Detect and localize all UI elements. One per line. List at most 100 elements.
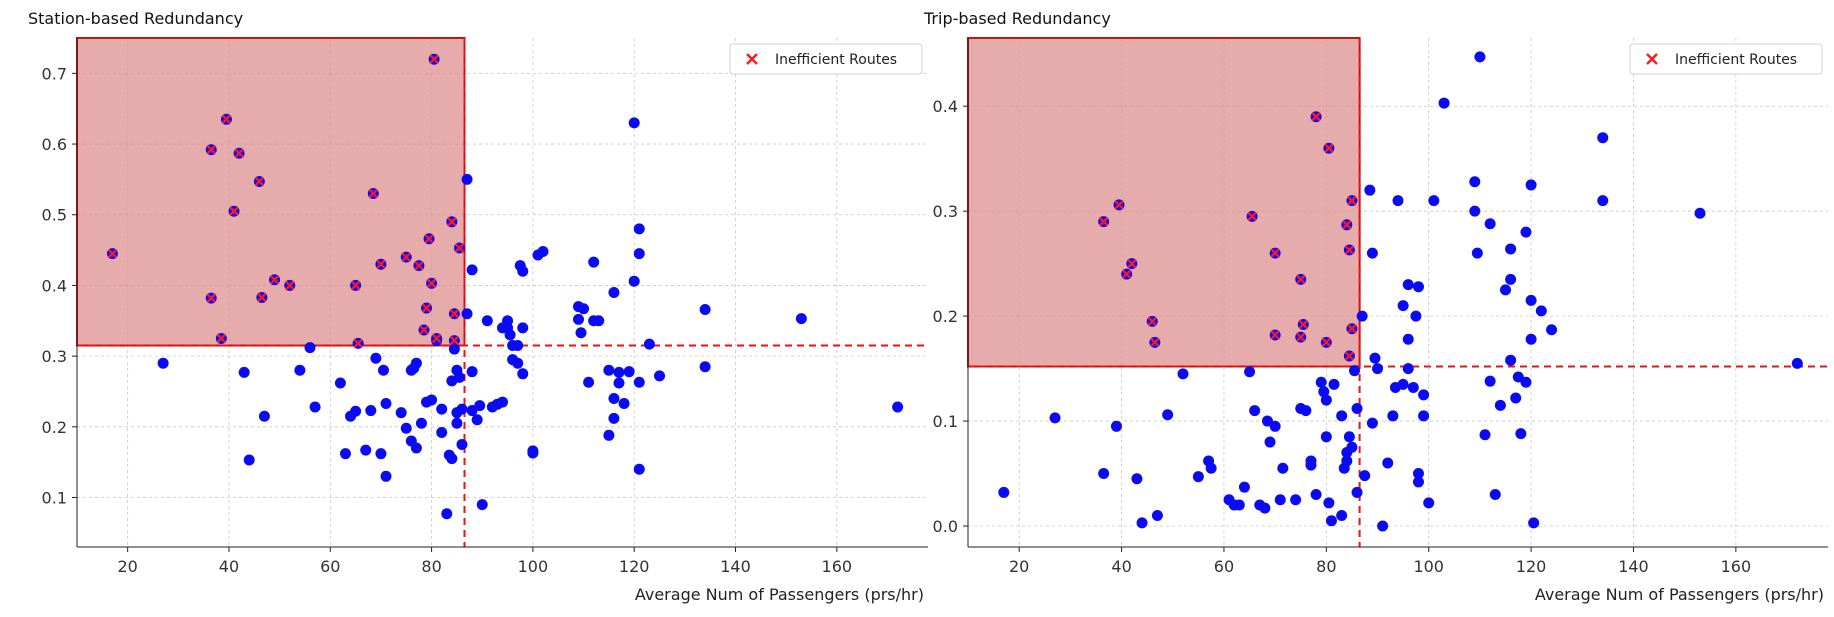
data-point [583,376,595,388]
data-point [1136,517,1148,529]
data-point [1205,462,1217,474]
x-tick-label: 160 [1721,557,1752,576]
data-point [603,429,615,441]
data-point [1505,354,1517,366]
data-point [1525,333,1537,345]
inefficient-marker [1247,211,1257,222]
chart-title: Trip-based Redundancy [923,9,1111,28]
data-point [304,342,316,354]
data-point [1418,389,1430,401]
data-point [1520,226,1532,238]
data-point [1348,365,1360,377]
x-tick-label: 140 [1618,557,1649,576]
data-point [1505,243,1517,255]
data-point [395,407,407,419]
data-point [613,377,625,389]
data-point [1510,392,1522,404]
inefficient-marker [1150,337,1160,348]
data-point [446,453,458,465]
inefficient-marker [1127,258,1137,269]
data-point [1387,410,1399,422]
data-point [1597,132,1609,144]
data-point [370,352,382,364]
inefficient-marker [1295,274,1306,285]
data-point [1512,371,1524,383]
data-point [1162,409,1174,421]
data-point [1320,394,1332,406]
data-point [436,426,448,438]
inefficient-marker [426,278,437,289]
inefficient-region [967,37,1361,368]
data-point [1546,324,1558,336]
x-tick-label: 60 [320,557,340,576]
inefficient-marker [1270,248,1280,258]
data-point [1484,218,1496,230]
legend-label: Inefficient Routes [1675,52,1797,68]
chart-title: Station-based Redundancy [28,9,243,28]
data-point [400,422,412,434]
data-point [1238,481,1250,493]
y-tick-label: 0.6 [42,135,67,154]
data-point [1372,363,1384,375]
inefficient-marker [454,243,465,253]
data-point [360,444,372,456]
data-point [628,275,640,287]
inefficient-marker [107,248,118,259]
inefficient-marker [401,252,412,262]
data-point [377,364,389,376]
data-point [1346,441,1358,453]
data-point [633,248,645,260]
inefficient-marker [221,114,232,125]
inefficient-marker [1347,195,1357,206]
data-point [466,366,478,378]
data-point [1244,366,1256,378]
data-point [466,264,478,276]
data-point [1474,51,1486,63]
data-point [1423,497,1435,509]
data-point [1131,473,1143,485]
data-point [575,327,587,339]
y-tick-label: 0.7 [42,64,67,83]
data-point [1049,412,1061,424]
inefficient-marker [419,325,429,335]
data-point [1520,376,1532,388]
inefficient-marker [1270,330,1280,340]
data-point [1597,195,1609,207]
data-point [1277,462,1289,474]
data-point [998,486,1010,498]
x-axis-label: Average Num of Passengers (prs/hr) [635,585,924,604]
data-point [572,313,584,325]
x-tick-label: 80 [1316,557,1336,576]
data-point [426,394,438,406]
x-tick-label: 20 [117,557,137,576]
data-point [1528,517,1540,529]
inefficient-marker [447,217,457,227]
inefficient-marker [1121,269,1132,279]
data-point [699,303,711,315]
data-point [1259,502,1271,514]
inefficient-marker [429,54,439,64]
data-point [1471,247,1483,259]
data-point [456,403,468,415]
inefficient-marker [421,303,432,313]
data-point [1515,428,1527,440]
x-tick-label: 160 [822,557,853,576]
data-point [628,117,640,129]
data-point [527,445,539,457]
data-point [1305,459,1317,471]
data-point [471,414,483,426]
data-point [1274,494,1286,506]
data-point [1412,476,1424,488]
inefficient-marker [254,176,265,187]
data-point [1315,376,1327,388]
data-point [474,400,486,412]
data-point [1290,494,1302,506]
data-point [1351,402,1363,414]
data-point [1382,457,1394,469]
inefficient-marker [234,148,244,159]
data-point [618,397,630,409]
data-point [1402,279,1414,291]
data-point [608,287,620,298]
data-point [258,410,270,422]
data-point [795,313,807,325]
